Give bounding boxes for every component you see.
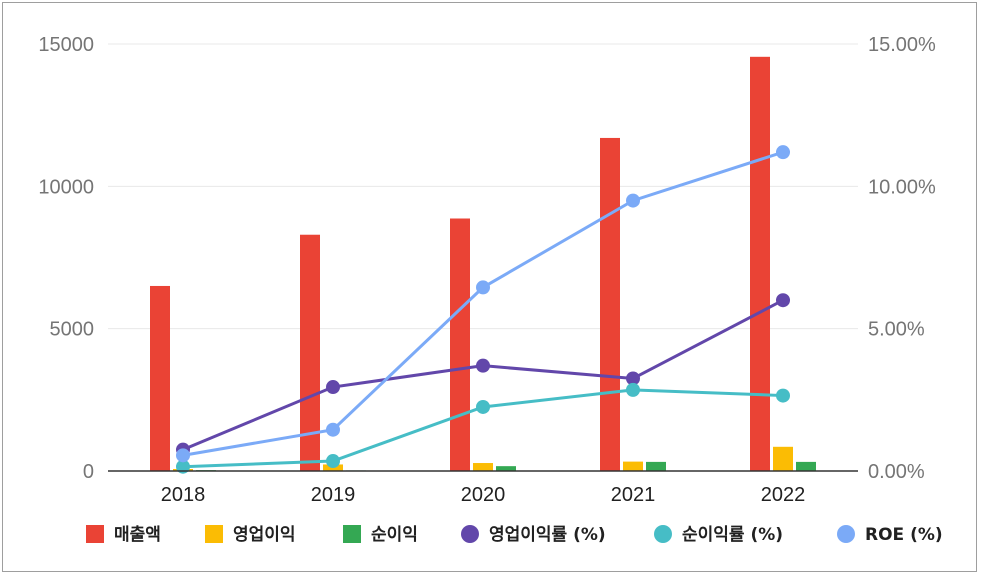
gridlines — [108, 43, 858, 330]
y-left-tick-label: 5000 — [50, 319, 95, 341]
legend-label: 매출액 — [114, 525, 161, 545]
point-영업이익률 (%)-2019 — [326, 380, 340, 395]
lines — [176, 145, 790, 474]
point-순이익률 (%)-2020 — [476, 399, 490, 414]
axes: 0 5000 10000 15000 0.00% 5.00% 10.00% 15.00% 201… — [38, 34, 936, 506]
y-right-tick-label: 0.00% — [868, 461, 925, 483]
bar-순이익-2021 — [646, 461, 666, 471]
legend-swatch — [654, 525, 672, 543]
point-순이익률 (%)-2018 — [176, 459, 190, 474]
point-영업이익률 (%)-2020 — [476, 358, 490, 373]
x-tick-label: 2019 — [311, 484, 356, 506]
bar-매출액-2020 — [450, 218, 470, 471]
legend-swatch — [86, 525, 104, 543]
bars — [150, 56, 816, 472]
x-tick-label: 2021 — [611, 484, 656, 506]
bar-영업이익-2020 — [473, 463, 493, 471]
legend-swatch — [205, 525, 223, 543]
y-right-tick-label: 5.00% — [868, 319, 925, 341]
point-순이익률 (%)-2022 — [776, 388, 790, 403]
legend-label: 순이익 — [371, 525, 418, 545]
point-영업이익률 (%)-2022 — [776, 293, 790, 308]
legend-swatch — [461, 525, 479, 543]
point-ROE (%)-2019 — [326, 422, 340, 437]
line-영업이익률 (%) — [182, 298, 784, 452]
x-tick-label: 2022 — [761, 484, 806, 506]
bar-순이익-2020 — [496, 466, 516, 471]
legend-label: 영업이익 — [233, 525, 296, 545]
legend: 매출액 영업이익 순이익 영업이익률 (%) 순이익률 (%) ROE (%) — [86, 525, 943, 545]
bar-순이익-2022 — [796, 461, 816, 471]
y-right-tick-label: 10.00% — [868, 176, 936, 198]
point-순이익률 (%)-2021 — [626, 382, 640, 397]
legend-label: ROE (%) — [865, 525, 943, 545]
legend-swatch — [343, 525, 361, 543]
bar-영업이익-2022 — [773, 446, 793, 471]
y-left-tick-label: 10000 — [38, 176, 94, 198]
point-ROE (%)-2020 — [476, 280, 490, 295]
bar-영업이익-2021 — [623, 461, 643, 471]
x-tick-label: 2020 — [461, 484, 506, 506]
legend-swatch — [837, 525, 855, 543]
bar-매출액-2021 — [600, 137, 620, 471]
point-ROE (%)-2021 — [626, 193, 640, 208]
y-left-tick-label: 15000 — [38, 34, 94, 56]
point-ROE (%)-2022 — [776, 145, 790, 160]
legend-label: 순이익률 (%) — [682, 525, 783, 545]
bar-매출액-2018 — [150, 285, 170, 471]
legend-label: 영업이익률 (%) — [489, 525, 606, 545]
point-영업이익률 (%)-2021 — [626, 371, 640, 386]
point-순이익률 (%)-2019 — [326, 454, 340, 469]
bar-매출액-2022 — [750, 56, 770, 472]
bar-매출액-2019 — [300, 234, 320, 471]
y-right-tick-label: 15.00% — [868, 34, 936, 56]
point-ROE (%)-2018 — [176, 448, 190, 463]
y-left-tick-label: 0 — [83, 461, 94, 483]
x-tick-label: 2018 — [161, 484, 206, 506]
